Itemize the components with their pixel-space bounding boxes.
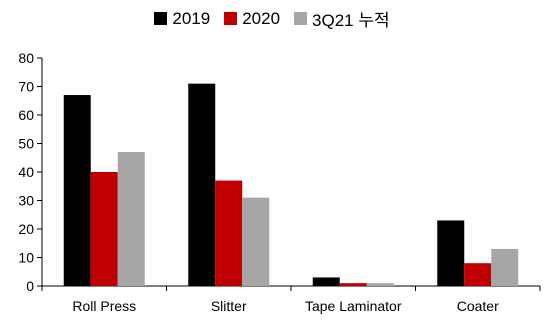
y-tick-label: 50 [18, 136, 34, 152]
x-category-label: Roll Press [72, 298, 136, 314]
y-tick-label: 40 [18, 164, 34, 180]
bar [242, 197, 270, 286]
x-category-label: Slitter [211, 298, 247, 314]
y-tick-label: 30 [18, 193, 34, 209]
y-tick-label: 20 [18, 221, 34, 237]
legend-item-2020: 2020 [224, 6, 280, 31]
legend-label: 3Q21 누적 [312, 11, 390, 30]
legend-swatch [154, 12, 168, 25]
y-tick-label: 10 [18, 250, 34, 266]
legend: 2019 2020 3Q21 누적 [0, 6, 544, 31]
bar [215, 180, 243, 286]
legend-item-2019: 2019 [154, 6, 210, 31]
y-tick-label: 80 [18, 50, 34, 66]
bar [366, 283, 394, 286]
bar [339, 283, 367, 286]
x-category-label: Tape Laminator [305, 298, 402, 314]
x-category-label: Coater [457, 298, 499, 314]
bar [312, 277, 340, 286]
legend-label: 2019 [172, 8, 211, 28]
y-tick-label: 70 [18, 79, 34, 95]
bar [464, 263, 492, 286]
legend-item-3q21: 3Q21 누적 [294, 6, 390, 31]
legend-swatch [294, 12, 308, 25]
legend-label: 2020 [242, 8, 281, 28]
bar [491, 248, 519, 286]
bar [188, 83, 216, 287]
bar [437, 220, 465, 286]
bar [63, 95, 91, 286]
y-tick-label: 60 [18, 107, 34, 123]
y-tick-label: 0 [26, 278, 34, 294]
legend-swatch [224, 12, 238, 25]
bar [90, 172, 118, 286]
bar [117, 152, 145, 286]
